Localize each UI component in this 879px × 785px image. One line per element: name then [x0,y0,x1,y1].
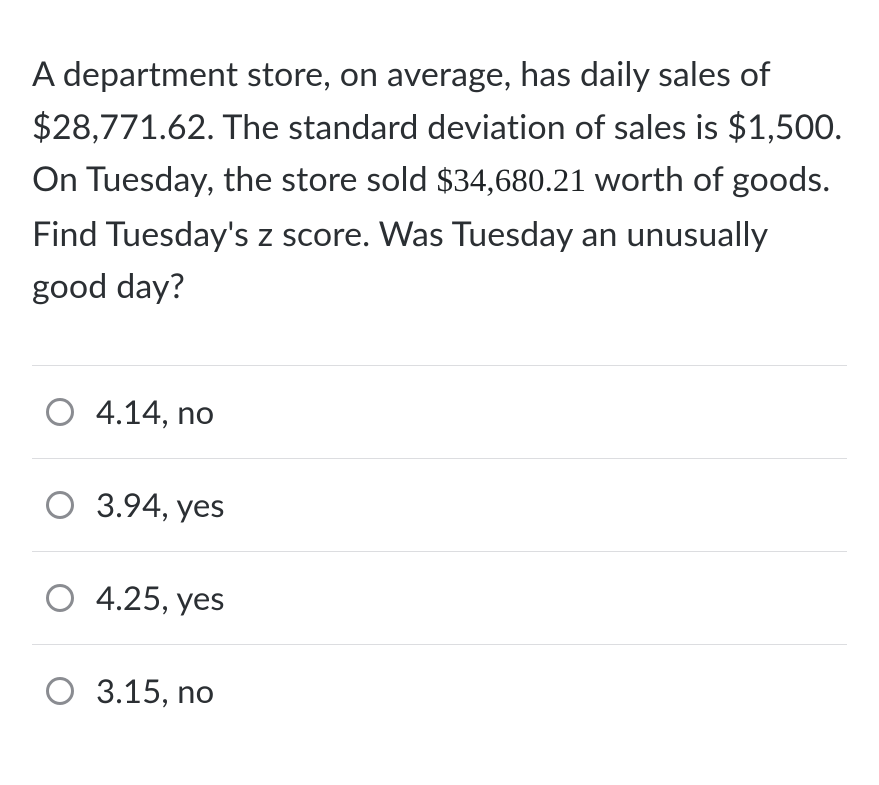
radio-icon[interactable] [46,584,74,612]
option-label: 3.94, yes [96,485,225,525]
option-row[interactable]: 4.25, yes [32,551,847,644]
option-label: 3.15, no [96,671,214,711]
radio-icon[interactable] [46,398,74,426]
option-row[interactable]: 3.15, no [32,644,847,737]
question-amount-emphasis: $34,680.21 [437,163,587,199]
option-row[interactable]: 3.94, yes [32,458,847,551]
radio-icon[interactable] [46,491,74,519]
options-list: 4.14, no 3.94, yes 4.25, yes 3.15, no [32,365,847,737]
option-label: 4.14, no [96,392,214,432]
question-text: A department store, on average, has dail… [32,48,847,313]
option-label: 4.25, yes [96,578,225,618]
option-row[interactable]: 4.14, no [32,365,847,458]
radio-icon[interactable] [46,677,74,705]
